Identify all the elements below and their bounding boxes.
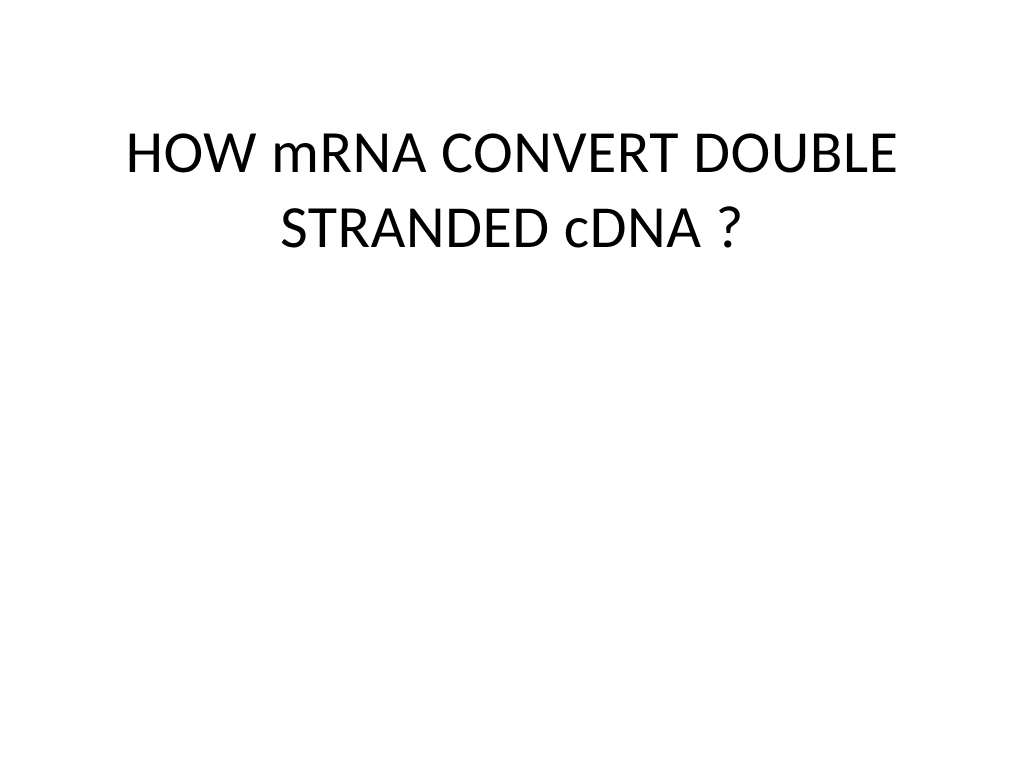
slide-title: HOW mRNA CONVERT DOUBLE STRANDED cDNA ? [60,115,964,265]
presentation-slide: HOW mRNA CONVERT DOUBLE STRANDED cDNA ? [0,0,1024,768]
